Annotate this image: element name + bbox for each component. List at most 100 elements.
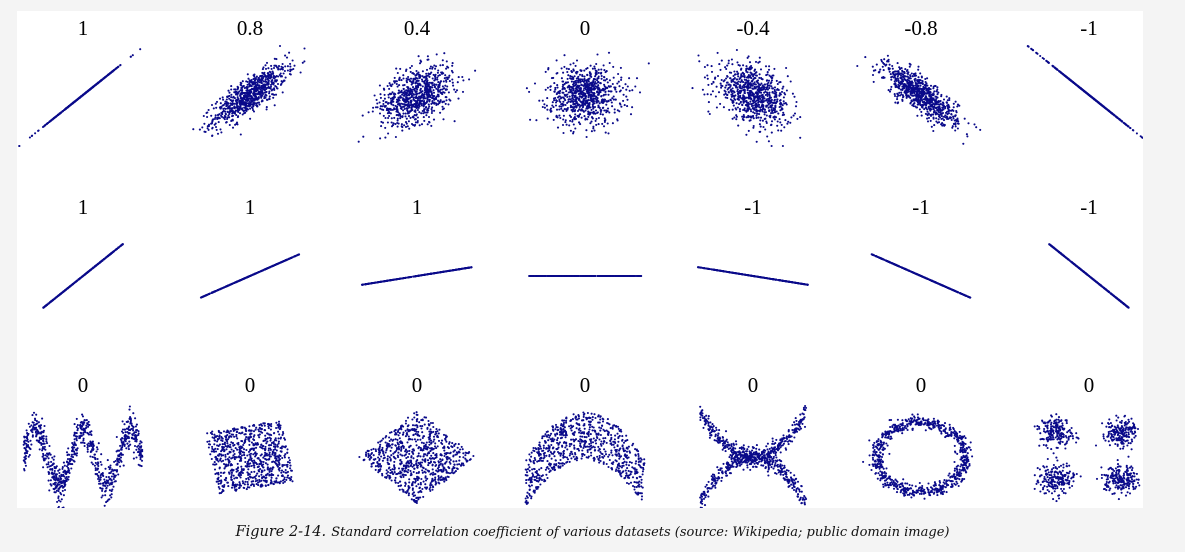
data-point <box>612 95 615 98</box>
data-point <box>439 81 442 84</box>
data-point <box>586 89 589 92</box>
data-point <box>405 77 408 80</box>
data-point <box>275 58 278 61</box>
data-point <box>563 87 566 90</box>
data-point <box>886 59 889 62</box>
data-point <box>612 98 615 101</box>
data-point <box>441 100 445 103</box>
data-point <box>412 93 415 96</box>
data-point <box>921 82 924 86</box>
data-point <box>95 83 98 86</box>
data-point <box>263 72 266 76</box>
data-point <box>461 90 465 93</box>
data-point <box>903 75 906 78</box>
data-point <box>936 108 939 111</box>
data-point <box>872 80 875 83</box>
data-point <box>920 114 923 117</box>
data-point <box>418 95 421 98</box>
data-point <box>729 98 732 101</box>
data-point <box>561 88 564 91</box>
data-point <box>592 107 595 110</box>
data-point <box>444 74 447 77</box>
data-point <box>228 123 231 127</box>
data-point <box>742 75 745 78</box>
data-point <box>241 107 244 110</box>
data-point <box>922 85 925 88</box>
data-point <box>731 108 734 111</box>
data-point <box>710 82 713 85</box>
data-point <box>378 84 381 87</box>
data-point <box>237 86 240 89</box>
data-point <box>583 69 586 72</box>
data-point <box>760 101 764 104</box>
data-point <box>439 91 442 94</box>
data-point <box>450 69 453 72</box>
data-point <box>758 95 761 99</box>
data-point <box>748 94 752 97</box>
data-point <box>525 87 528 90</box>
data-point <box>747 114 750 117</box>
data-point <box>1039 54 1042 58</box>
data-point <box>932 97 935 100</box>
data-point <box>620 76 623 79</box>
data-point <box>933 84 937 87</box>
data-point <box>917 82 921 85</box>
data-point <box>593 129 596 132</box>
data-point <box>759 116 763 119</box>
data-point <box>611 105 614 108</box>
data-point <box>1122 121 1125 124</box>
data-point <box>569 119 572 122</box>
data-point <box>918 108 921 111</box>
data-point <box>916 80 919 83</box>
data-point <box>731 117 734 120</box>
data-point <box>747 84 750 87</box>
data-point <box>618 85 621 88</box>
data-point <box>430 102 433 105</box>
data-point <box>758 113 761 116</box>
data-point <box>930 101 933 104</box>
data-point <box>415 69 418 73</box>
data-point <box>414 74 417 77</box>
data-point <box>218 117 221 120</box>
data-point <box>433 83 436 86</box>
data-point <box>405 68 408 71</box>
data-point <box>575 98 578 101</box>
data-point <box>891 67 894 70</box>
data-point <box>572 62 575 65</box>
data-point <box>584 117 587 120</box>
data-point <box>612 76 615 79</box>
data-point <box>618 102 621 105</box>
data-point <box>396 125 399 128</box>
data-point <box>569 104 572 107</box>
data-point <box>778 94 781 97</box>
data-point <box>424 87 427 90</box>
data-point <box>382 114 385 117</box>
data-point <box>431 67 434 70</box>
data-point <box>883 76 886 79</box>
data-point <box>106 74 109 77</box>
data-point <box>416 108 419 112</box>
data-point <box>437 74 440 77</box>
data-point <box>743 109 747 112</box>
data-point <box>597 93 600 96</box>
data-point <box>408 78 411 81</box>
data-point <box>232 102 235 105</box>
data-point <box>599 110 602 113</box>
data-point <box>398 77 401 80</box>
data-point <box>767 81 770 84</box>
data-point <box>239 133 242 136</box>
data-point <box>228 94 231 97</box>
data-point <box>739 96 742 99</box>
data-point <box>779 81 782 84</box>
data-point <box>921 106 924 109</box>
data-point <box>435 53 438 56</box>
data-point <box>752 124 755 128</box>
data-point <box>207 128 210 131</box>
data-point <box>886 54 889 57</box>
data-point <box>590 75 593 78</box>
data-point <box>439 64 442 67</box>
data-point <box>416 99 419 103</box>
data-point <box>404 125 408 128</box>
data-point <box>290 68 293 71</box>
data-point <box>230 88 233 91</box>
